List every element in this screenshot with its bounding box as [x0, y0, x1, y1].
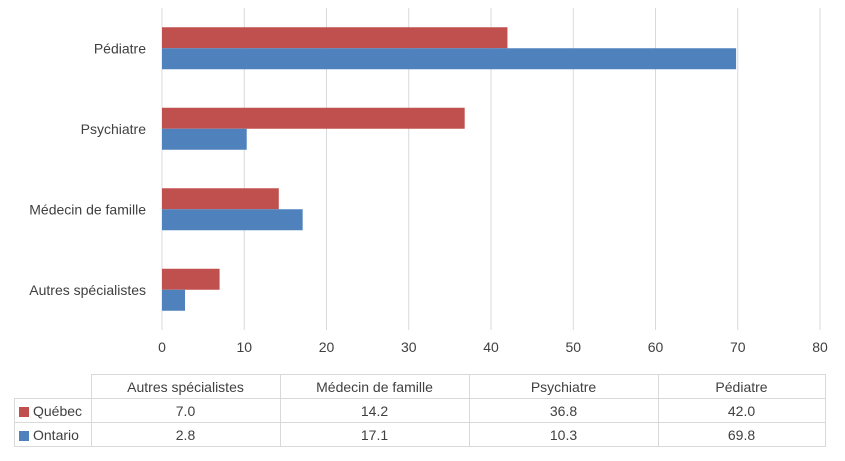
bar-qubec: [162, 27, 508, 49]
x-tick-label: 70: [730, 339, 746, 355]
table-cell: 10.3: [468, 422, 659, 447]
category-label: Pédiatre: [94, 40, 146, 56]
data-table: Autres spécialistes Médecin de famille P…: [14, 374, 826, 447]
bar-ontario: [162, 48, 737, 70]
table-header-cell: Autres spécialistes: [90, 374, 281, 399]
data-table-row-quebec: Québec 7.0 14.2 36.8 42.0: [14, 398, 826, 423]
table-cell: 17.1: [279, 422, 470, 447]
x-tick-label: 20: [319, 339, 335, 355]
x-tick-label: 50: [565, 339, 581, 355]
table-cell: 7.0: [90, 398, 281, 423]
legend-swatch-quebec: [19, 406, 29, 417]
bar-ontario: [162, 209, 303, 231]
category-label: Psychiatre: [81, 121, 147, 137]
table-cell: 14.2: [279, 398, 470, 423]
table-cell: 69.8: [657, 422, 826, 447]
legend-swatch-ontario: [19, 430, 29, 441]
bar-qubec: [162, 268, 220, 290]
category-labels: Autres spécialistes Médecin de famille Psy…: [29, 40, 146, 298]
data-table-header-row: Autres spécialistes Médecin de famille P…: [14, 374, 826, 399]
x-tick-label: 0: [158, 339, 166, 355]
bar-qubec: [162, 107, 465, 129]
table-header-cell: Psychiatre: [468, 374, 659, 399]
legend-entry-ontario: Ontario: [14, 422, 92, 447]
data-table-row-ontario: Ontario 2.8 17.1 10.3 69.8: [14, 422, 826, 447]
table-cell: 2.8: [90, 422, 281, 447]
x-tick-label: 40: [483, 339, 499, 355]
legend-entry-quebec: Québec: [14, 398, 92, 423]
category-label: Autres spécialistes: [29, 282, 146, 298]
bar-ontario: [162, 289, 186, 311]
table-header-cell: Pédiatre: [657, 374, 826, 399]
x-tick-label: 80: [812, 339, 828, 355]
x-tick-label: 10: [236, 339, 252, 355]
x-tick-label: 30: [401, 339, 417, 355]
bars: [162, 27, 737, 311]
table-header-cell: Médecin de famille: [279, 374, 470, 399]
chart-plot: Autres spécialistes Médecin de famille Psy…: [29, 8, 828, 355]
x-tick-labels: 0 10 20 30 40 50 60 70 80: [158, 339, 828, 355]
category-label: Médecin de famille: [29, 201, 146, 217]
table-cell: 36.8: [468, 398, 659, 423]
bar-qubec: [162, 188, 279, 210]
x-tick-label: 60: [648, 339, 664, 355]
bar-ontario: [162, 128, 247, 150]
table-cell: 42.0: [657, 398, 826, 423]
